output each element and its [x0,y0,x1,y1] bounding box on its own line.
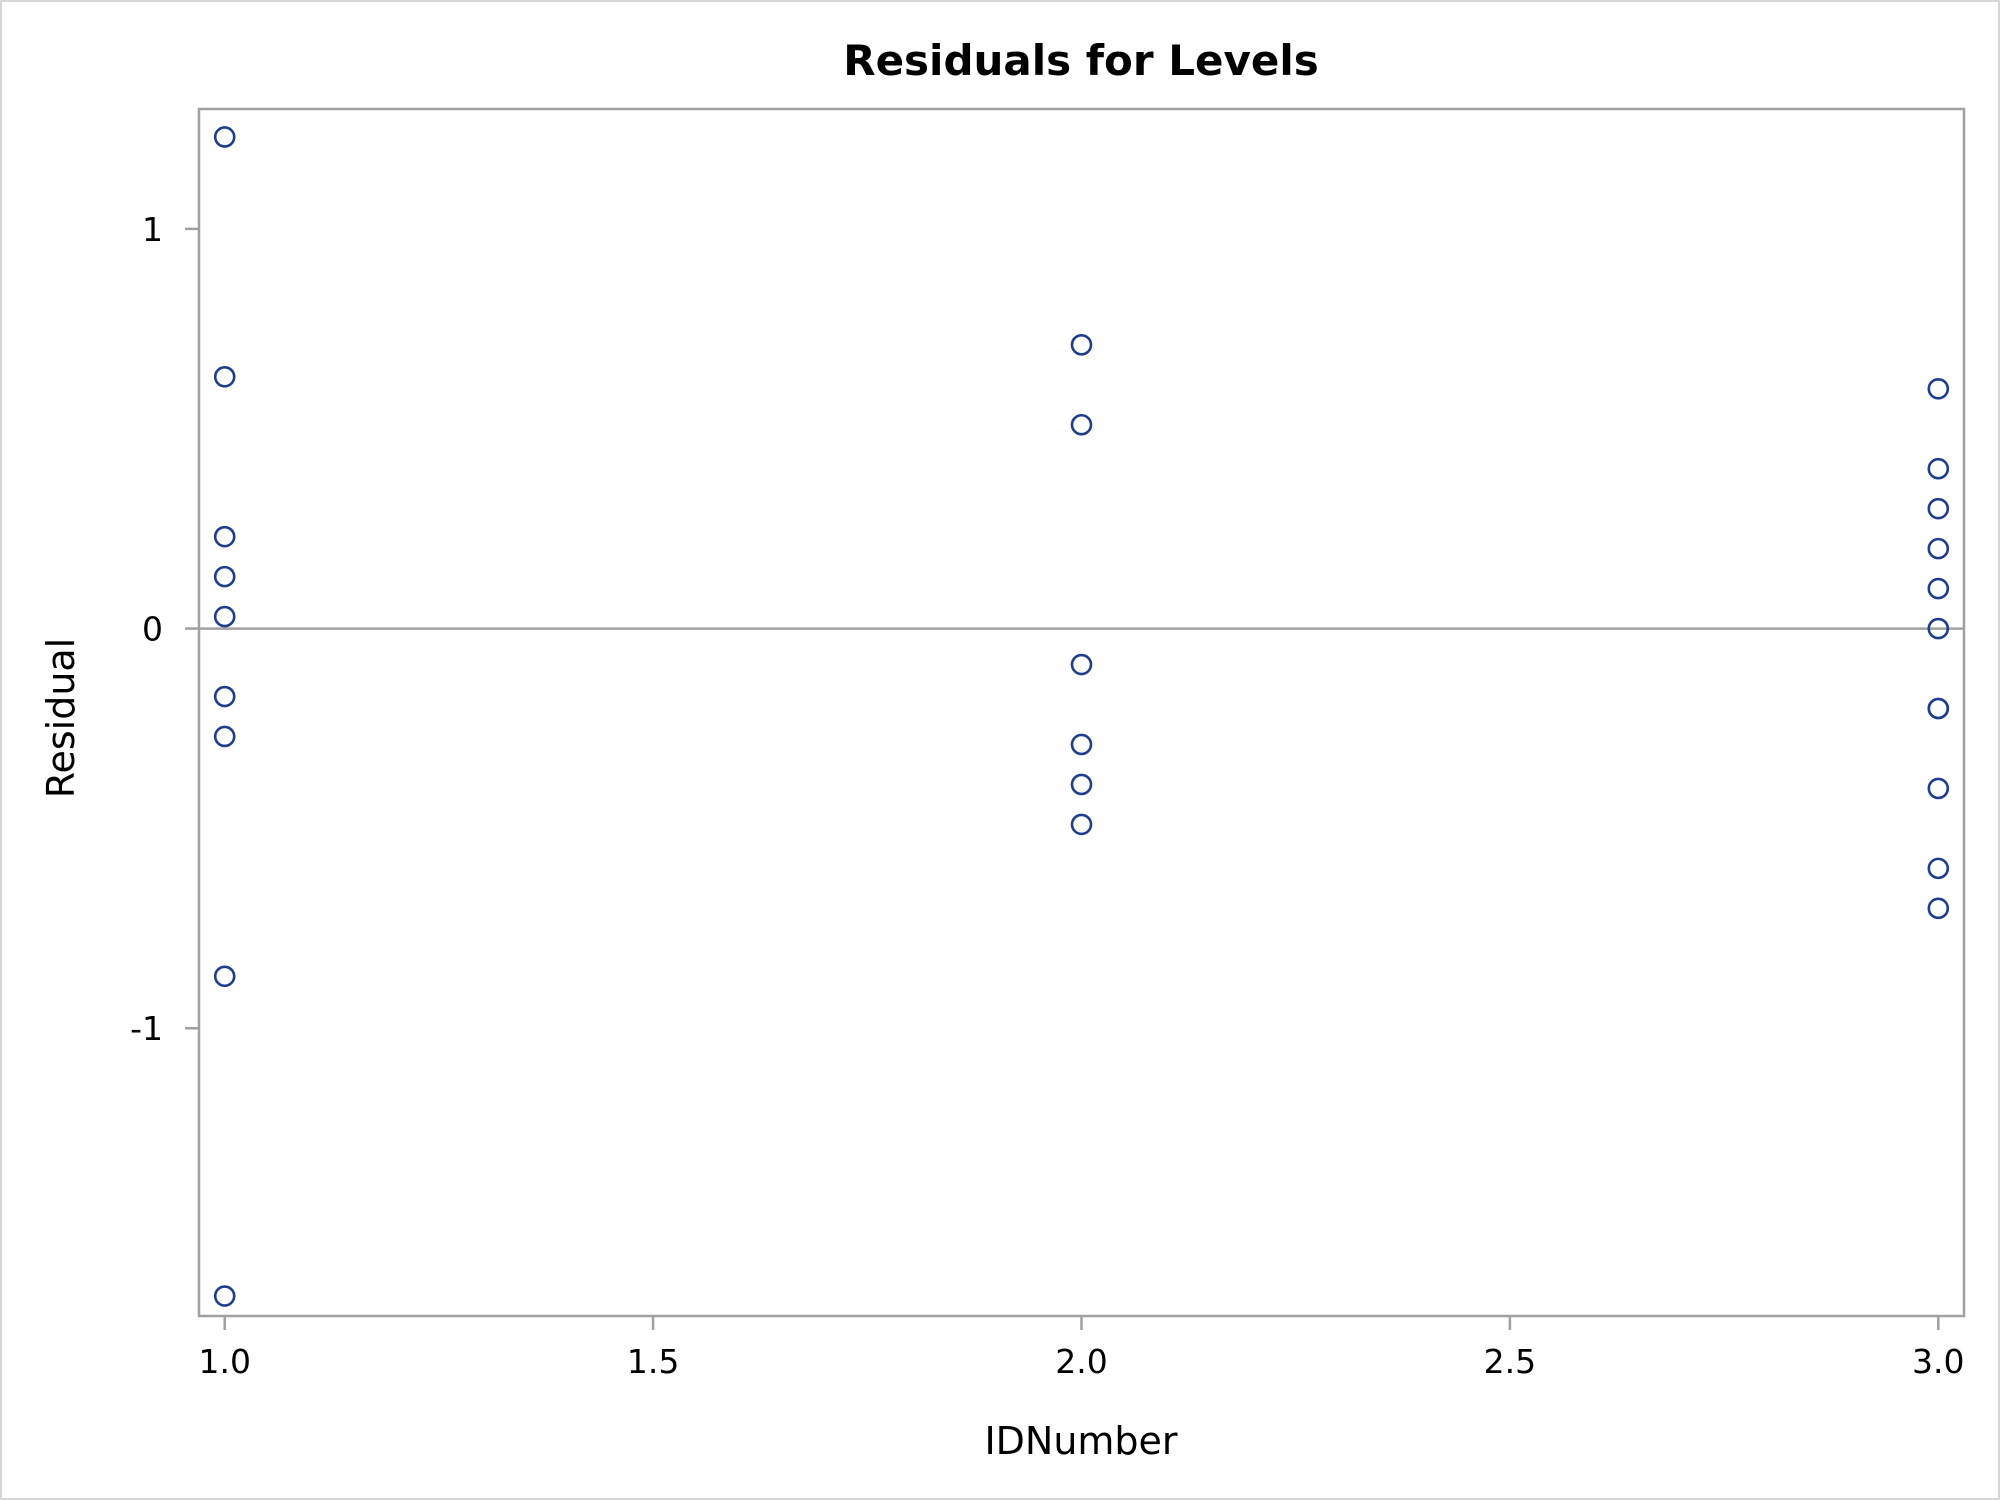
data-point [1070,334,1093,356]
data-point [1927,777,1950,800]
data-point [1927,617,1950,640]
data-point [1070,773,1093,796]
x-tick-label: 1.0 [198,1342,250,1381]
data-point [1927,577,1950,600]
y-tick-label: 1 [142,210,163,249]
y-tick-label: -1 [130,1009,163,1048]
x-axis-label: IDNumber [984,1419,1177,1463]
data-point [213,565,236,588]
data-point [1070,413,1093,436]
data-point [213,605,236,628]
data-point [1070,813,1093,836]
y-tick-label: 0 [142,610,163,649]
chart-title: Residuals for Levels [843,36,1319,85]
data-point [1927,697,1950,720]
data-point [1927,857,1950,880]
data-point [213,525,236,548]
data-point [213,725,236,748]
data-point [213,1285,236,1307]
data-point [1927,377,1950,400]
x-tick-label: 2.0 [1055,1342,1107,1381]
data-point [213,685,236,708]
data-point [213,365,236,388]
data-point [1927,537,1950,560]
data-point [1927,897,1950,920]
data-point [1070,653,1093,676]
x-tick-label: 3.0 [1912,1342,1964,1381]
y-axis-label: Residual [39,638,83,798]
plot-frame [197,107,1966,1318]
data-point [213,126,236,148]
plot-area: 1.0 1.5 2.0 2.5 3.0 1 0 -1 [130,107,1966,1381]
data-point [1070,733,1093,756]
x-tick-label: 2.5 [1484,1342,1536,1381]
x-tick-label: 1.5 [627,1342,679,1381]
data-point [213,965,236,988]
data-point [1927,457,1950,480]
data-point [1927,497,1950,520]
